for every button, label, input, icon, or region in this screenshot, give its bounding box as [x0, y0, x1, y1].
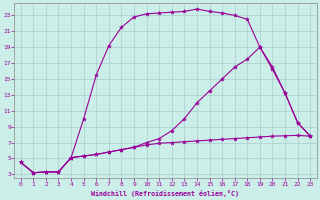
X-axis label: Windchill (Refroidissement éolien,°C): Windchill (Refroidissement éolien,°C) — [92, 190, 239, 197]
